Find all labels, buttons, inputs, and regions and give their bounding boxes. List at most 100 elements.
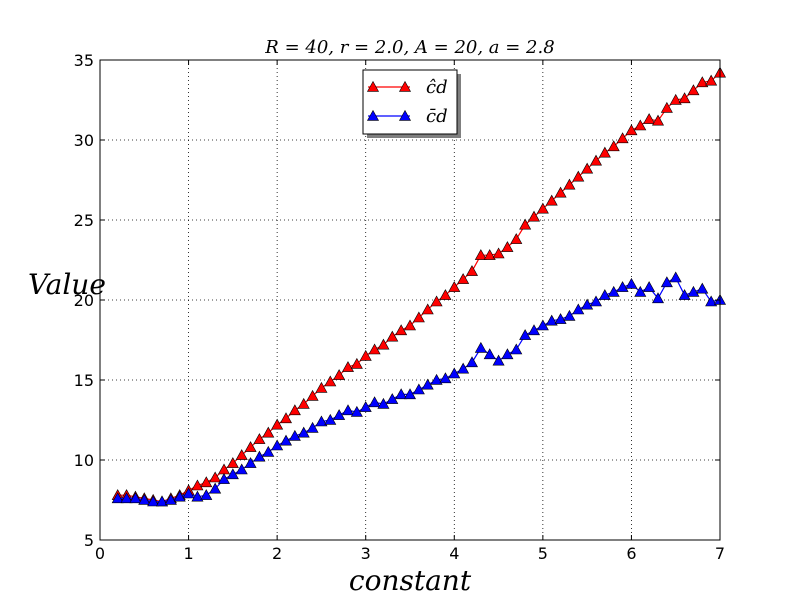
data-point-series-1	[412, 383, 425, 395]
y-tick-label: 10	[74, 451, 94, 470]
data-point-series-1	[164, 493, 177, 505]
data-point-series-1	[377, 397, 390, 409]
data-point-series-1	[279, 434, 293, 446]
data-point-series-0	[412, 311, 425, 323]
data-point-series-1	[457, 362, 470, 374]
y-tick-label: 30	[74, 131, 94, 150]
x-tick-label: 7	[715, 544, 725, 563]
data-point-series-0	[209, 471, 222, 483]
data-point-series-0	[457, 273, 470, 284]
data-point-series-1	[333, 409, 346, 420]
data-point-series-1	[687, 285, 700, 297]
data-point-series-1	[235, 463, 248, 475]
data-point-series-1	[643, 281, 656, 292]
data-point-series-0	[581, 162, 594, 174]
data-point-series-1	[439, 372, 452, 384]
data-point-series-0	[288, 404, 301, 416]
data-point-series-0	[643, 113, 656, 124]
data-point-series-1	[598, 289, 611, 300]
data-point-series-1	[572, 303, 585, 315]
data-point-series-0	[262, 426, 275, 438]
data-point-series-1	[625, 277, 638, 289]
data-point-series-1	[306, 421, 319, 433]
data-point-series-1	[527, 324, 541, 336]
data-point-series-1	[368, 396, 381, 408]
data-point-series-1	[262, 445, 275, 457]
legend-label-0: ĉd	[426, 77, 448, 98]
data-point-series-1	[581, 298, 594, 310]
data-point-series-1	[678, 289, 691, 300]
data-point-series-0	[483, 249, 496, 260]
series-layer	[111, 66, 727, 507]
legend-marker-0	[366, 80, 380, 92]
data-point-series-1	[217, 473, 231, 484]
data-point-series-1	[138, 493, 151, 505]
data-point-series-1	[350, 405, 363, 417]
y-tick-label: 15	[74, 371, 94, 390]
data-point-series-1	[705, 295, 718, 307]
data-point-series-0	[545, 194, 558, 206]
data-point-series-0	[377, 338, 390, 350]
data-point-series-1	[519, 329, 532, 340]
data-point-series-1	[253, 450, 266, 462]
chart-title: R = 40, r = 2.0, A = 20, a = 2.8	[264, 37, 554, 58]
x-axis-label: constant	[349, 564, 472, 597]
data-point-series-1	[421, 378, 434, 390]
data-point-series-1	[200, 489, 213, 500]
legend-marker-0	[398, 80, 412, 92]
data-point-series-1	[226, 468, 239, 480]
data-point-series-1	[386, 393, 399, 404]
data-point-series-0	[492, 247, 505, 259]
data-point-series-0	[350, 357, 363, 369]
data-point-series-1	[209, 482, 222, 494]
data-point-series-1	[651, 292, 665, 304]
data-point-series-0	[696, 76, 709, 88]
x-tick-label: 3	[361, 544, 371, 563]
data-point-series-0	[510, 233, 523, 244]
data-point-series-0	[430, 295, 443, 307]
data-point-series-0	[527, 210, 541, 222]
legend: ĉd c̄d	[362, 69, 461, 138]
data-point-series-1	[155, 495, 169, 507]
data-point-series-1	[430, 373, 443, 385]
data-point-series-0	[253, 433, 266, 444]
data-point-series-1	[554, 313, 567, 324]
data-point-series-1	[669, 271, 682, 283]
x-tick-label: 1	[183, 544, 193, 563]
legend-marker-1	[366, 109, 380, 121]
x-tick-label: 6	[626, 544, 636, 563]
data-point-series-1	[173, 490, 186, 502]
data-point-series-1	[324, 413, 337, 425]
data-point-series-0	[244, 441, 257, 452]
y-tick-label: 25	[74, 211, 94, 230]
data-point-series-1	[492, 354, 505, 366]
data-point-series-1	[510, 343, 523, 355]
data-point-series-1	[696, 282, 709, 294]
data-point-series-0	[678, 92, 691, 104]
data-point-series-1	[111, 492, 124, 504]
data-point-series-0	[687, 84, 700, 96]
data-point-series-0	[386, 330, 399, 342]
data-point-series-1	[244, 457, 257, 468]
data-point-series-0	[705, 74, 718, 86]
data-point-series-0	[271, 418, 284, 430]
legend-box	[362, 69, 458, 135]
data-point-series-1	[660, 276, 673, 288]
series-1	[111, 271, 727, 507]
data-point-series-0	[279, 412, 293, 424]
data-point-series-0	[333, 369, 346, 380]
data-point-series-1	[545, 314, 558, 326]
data-point-series-0	[501, 241, 514, 252]
data-point-series-1	[536, 319, 549, 331]
data-point-series-0	[625, 124, 638, 136]
data-point-series-0	[200, 476, 213, 488]
data-point-series-1	[616, 281, 629, 292]
data-point-series-0	[191, 479, 204, 491]
data-point-series-1	[501, 348, 514, 360]
data-point-series-0	[448, 281, 461, 292]
legend-marker-1	[398, 109, 412, 121]
data-point-series-0	[297, 397, 310, 409]
data-point-series-0	[563, 178, 576, 190]
data-point-series-1	[465, 356, 479, 368]
x-tick-label: 4	[449, 544, 459, 563]
